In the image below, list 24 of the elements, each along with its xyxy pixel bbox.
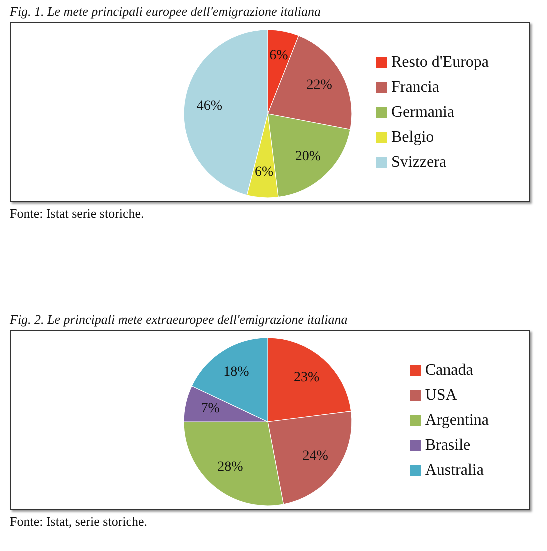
legend-label: Germania [391,104,455,120]
legend-label: Svizzera [391,154,447,170]
source-note: Fonte: Istat, serie storiche. [10,514,149,530]
chart-title: Fig. 1. Le mete principali europee dell'emigrazione italiana [10,3,322,21]
data-label: 18% [224,364,250,380]
source-note: Fonte: Istat serie storiche. [10,206,146,222]
data-label: 6% [270,48,289,64]
legend-label: Francia [391,78,440,96]
legend-label: Brasile [425,436,471,454]
data-label: 6% [254,165,274,180]
data-label: 46% [196,99,223,114]
data-label: 23% [294,370,320,386]
legend-label: Belgio [391,128,434,146]
data-label: 7% [201,402,220,417]
legend-label: Argentina [425,412,489,428]
data-label: 22% [306,78,333,94]
legend-label: USA [425,386,458,404]
data-label: 20% [295,149,322,164]
legend-label: Resto d'Europa [391,54,489,70]
data-label: 28% [218,460,244,475]
legend-label: Canada [425,362,474,378]
chart-title: Fig. 2. Le principali mete extraeuropee dell'emigrazione italiana [10,311,349,329]
data-label: 24% [302,449,329,464]
legend-label: Australia [425,462,484,478]
